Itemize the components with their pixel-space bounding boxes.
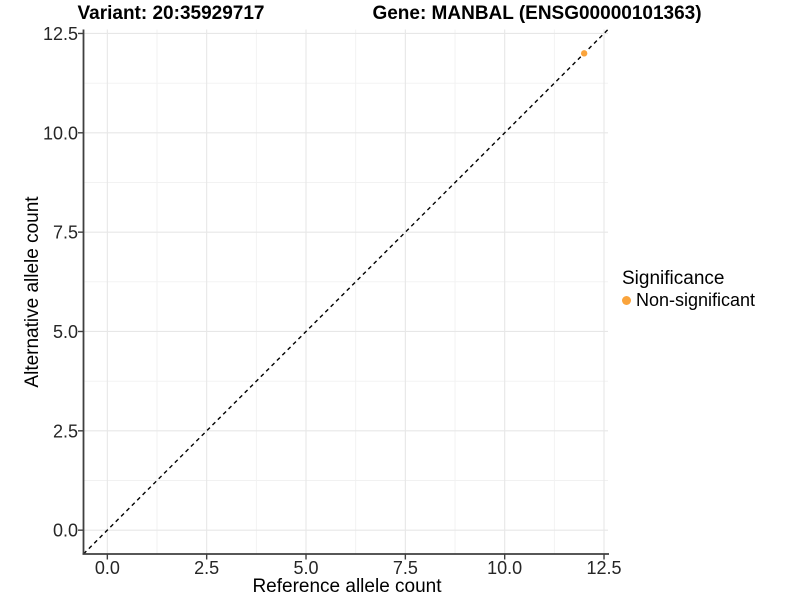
legend-item: Non-significant	[622, 290, 755, 310]
data-layer	[83, 29, 609, 555]
y-tick-label: 0.0	[53, 521, 78, 541]
x-tick-label: 0.0	[95, 558, 120, 578]
legend-point-icon	[622, 295, 631, 305]
x-tick-label: 2.5	[194, 558, 219, 578]
legend-title: Significance	[622, 268, 725, 289]
legend-item-label: Non-significant	[636, 290, 756, 310]
x-tick-label: 10.0	[487, 558, 522, 578]
y-tick-label: 5.0	[53, 322, 78, 342]
plot-title-variant: Variant: 20:35929717	[77, 3, 265, 24]
y-axis-title: Alternative allele count	[22, 196, 43, 388]
identity-line	[83, 29, 609, 555]
x-tick-label: 5.0	[293, 558, 318, 578]
data-point	[580, 50, 588, 57]
y-tick-label: 12.5	[43, 24, 78, 44]
y-tick-label: 10.0	[43, 123, 78, 143]
y-tick-label: 7.5	[53, 223, 78, 243]
legend: Significance Non-significant	[622, 268, 755, 310]
plot-title-gene: Gene: MANBAL (ENSG00000101363)	[372, 3, 702, 24]
x-tick-label: 12.5	[587, 558, 622, 578]
x-tick-label: 7.5	[393, 558, 418, 578]
axis-layer: 0.0 2.5 5.0 7.5 10.0 12.5 0.0 2.5 5.0 7.5 10.0 12.5	[43, 24, 622, 578]
x-axis-title: Reference allele count	[252, 576, 442, 597]
y-tick-label: 2.5	[53, 421, 78, 441]
grid-layer	[83, 29, 608, 554]
